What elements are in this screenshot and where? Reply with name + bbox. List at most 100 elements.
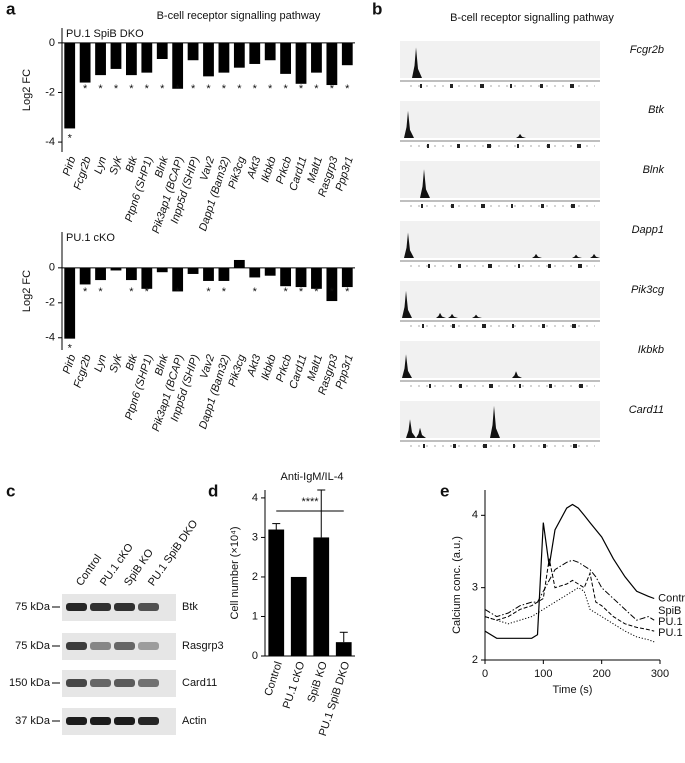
exon — [518, 264, 520, 268]
chart-title: B-cell receptor signalling pathway — [450, 12, 614, 24]
x-axis-label: Time (s) — [553, 684, 593, 696]
chart-title: Anti-IgM/IL-4 — [281, 471, 344, 483]
bar — [125, 267, 137, 281]
marker-label: 150 kDa — [9, 677, 51, 689]
y-tick-label: 0 — [49, 37, 55, 49]
exon — [421, 204, 423, 208]
significance-mark: * — [253, 286, 258, 298]
bar — [249, 267, 261, 278]
blot-band — [66, 642, 87, 650]
significance-mark: * — [68, 343, 73, 355]
panel-label: b — [372, 0, 382, 18]
blot-band — [90, 717, 111, 725]
blot-band — [114, 642, 135, 650]
significance-label: **** — [301, 496, 319, 508]
exon — [487, 144, 491, 148]
y-tick-label: -4 — [45, 332, 55, 344]
bar — [326, 42, 338, 86]
exon — [513, 444, 515, 448]
bar — [95, 42, 106, 76]
bar — [187, 267, 199, 274]
exon — [571, 204, 575, 208]
exon — [489, 384, 493, 388]
gene-label: Card11 — [629, 404, 664, 416]
bar — [110, 42, 122, 69]
significance-mark: * — [83, 83, 88, 95]
y-tick-label: 4 — [472, 509, 478, 521]
protein-label: Rasgrp3 — [182, 640, 224, 652]
exon — [450, 84, 453, 88]
bar — [79, 267, 91, 285]
significance-mark: * — [330, 83, 335, 95]
chart-subtitle: PU.1 SpiB DKO — [66, 28, 144, 40]
bar — [326, 267, 338, 302]
significance-mark: * — [222, 286, 227, 298]
significance-mark: * — [191, 83, 196, 95]
significance-mark: * — [283, 286, 288, 298]
blot-band — [138, 679, 159, 687]
significance-mark: * — [330, 286, 335, 298]
bar — [341, 42, 353, 66]
track-background — [400, 41, 600, 78]
y-tick-label: 2 — [472, 654, 478, 666]
blot-band — [66, 679, 87, 687]
coverage-peak — [400, 405, 600, 438]
blot-band — [66, 603, 87, 611]
exon — [453, 444, 456, 448]
significance-mark: * — [237, 83, 242, 95]
y-axis-label: Cell number (×10⁴) — [229, 526, 241, 619]
x-tick-label: SpiB KO — [305, 660, 330, 704]
bar — [172, 42, 184, 89]
track-background — [400, 401, 600, 438]
y-tick-label: 3 — [252, 531, 258, 543]
y-tick-label: 0 — [49, 262, 55, 274]
significance-mark: * — [145, 83, 150, 95]
y-axis-label: Log2 FC — [21, 270, 33, 312]
series-line — [484, 503, 655, 639]
exon — [480, 84, 484, 88]
series-label: PU.1 SpiB DKO — [658, 616, 685, 628]
significance-mark: * — [145, 286, 150, 298]
bar — [95, 267, 106, 281]
significance-mark: * — [98, 83, 103, 95]
bar — [311, 42, 322, 73]
bar — [172, 267, 184, 292]
exon — [541, 204, 544, 208]
exon — [459, 384, 462, 388]
exon — [428, 264, 430, 268]
track-background — [400, 161, 600, 198]
x-tick-label: 0 — [482, 668, 488, 680]
exon — [517, 144, 519, 148]
exon — [511, 204, 513, 208]
significance-mark: * — [299, 83, 304, 95]
x-tick-label: Lyn — [92, 155, 109, 175]
panel-label: d — [208, 481, 218, 500]
series-line — [484, 558, 655, 632]
gene-label: Fcgr2b — [630, 44, 664, 56]
exon — [429, 384, 431, 388]
significance-mark: * — [345, 286, 350, 298]
bar — [233, 42, 245, 68]
bar — [335, 642, 352, 656]
exon — [420, 84, 422, 88]
bar — [64, 267, 76, 339]
bar — [249, 42, 261, 64]
protein-label: Card11 — [182, 677, 217, 689]
exon — [579, 384, 583, 388]
gene-label: Ikbkb — [638, 344, 664, 356]
marker-label: 37 kDa — [15, 715, 51, 727]
bar — [295, 42, 307, 84]
significance-mark: * — [222, 83, 227, 95]
y-tick-label: 0 — [252, 650, 258, 662]
bar — [295, 267, 307, 288]
y-axis-label: Log2 FC — [21, 69, 33, 111]
blot-band — [114, 717, 135, 725]
bar — [341, 267, 353, 288]
panel-label: e — [440, 481, 449, 500]
exon — [512, 324, 514, 328]
significance-mark: * — [129, 83, 134, 95]
x-tick-label: 100 — [534, 668, 552, 680]
y-tick-label: -2 — [45, 297, 55, 309]
error-bar — [317, 489, 326, 538]
significance-mark: * — [314, 83, 319, 95]
